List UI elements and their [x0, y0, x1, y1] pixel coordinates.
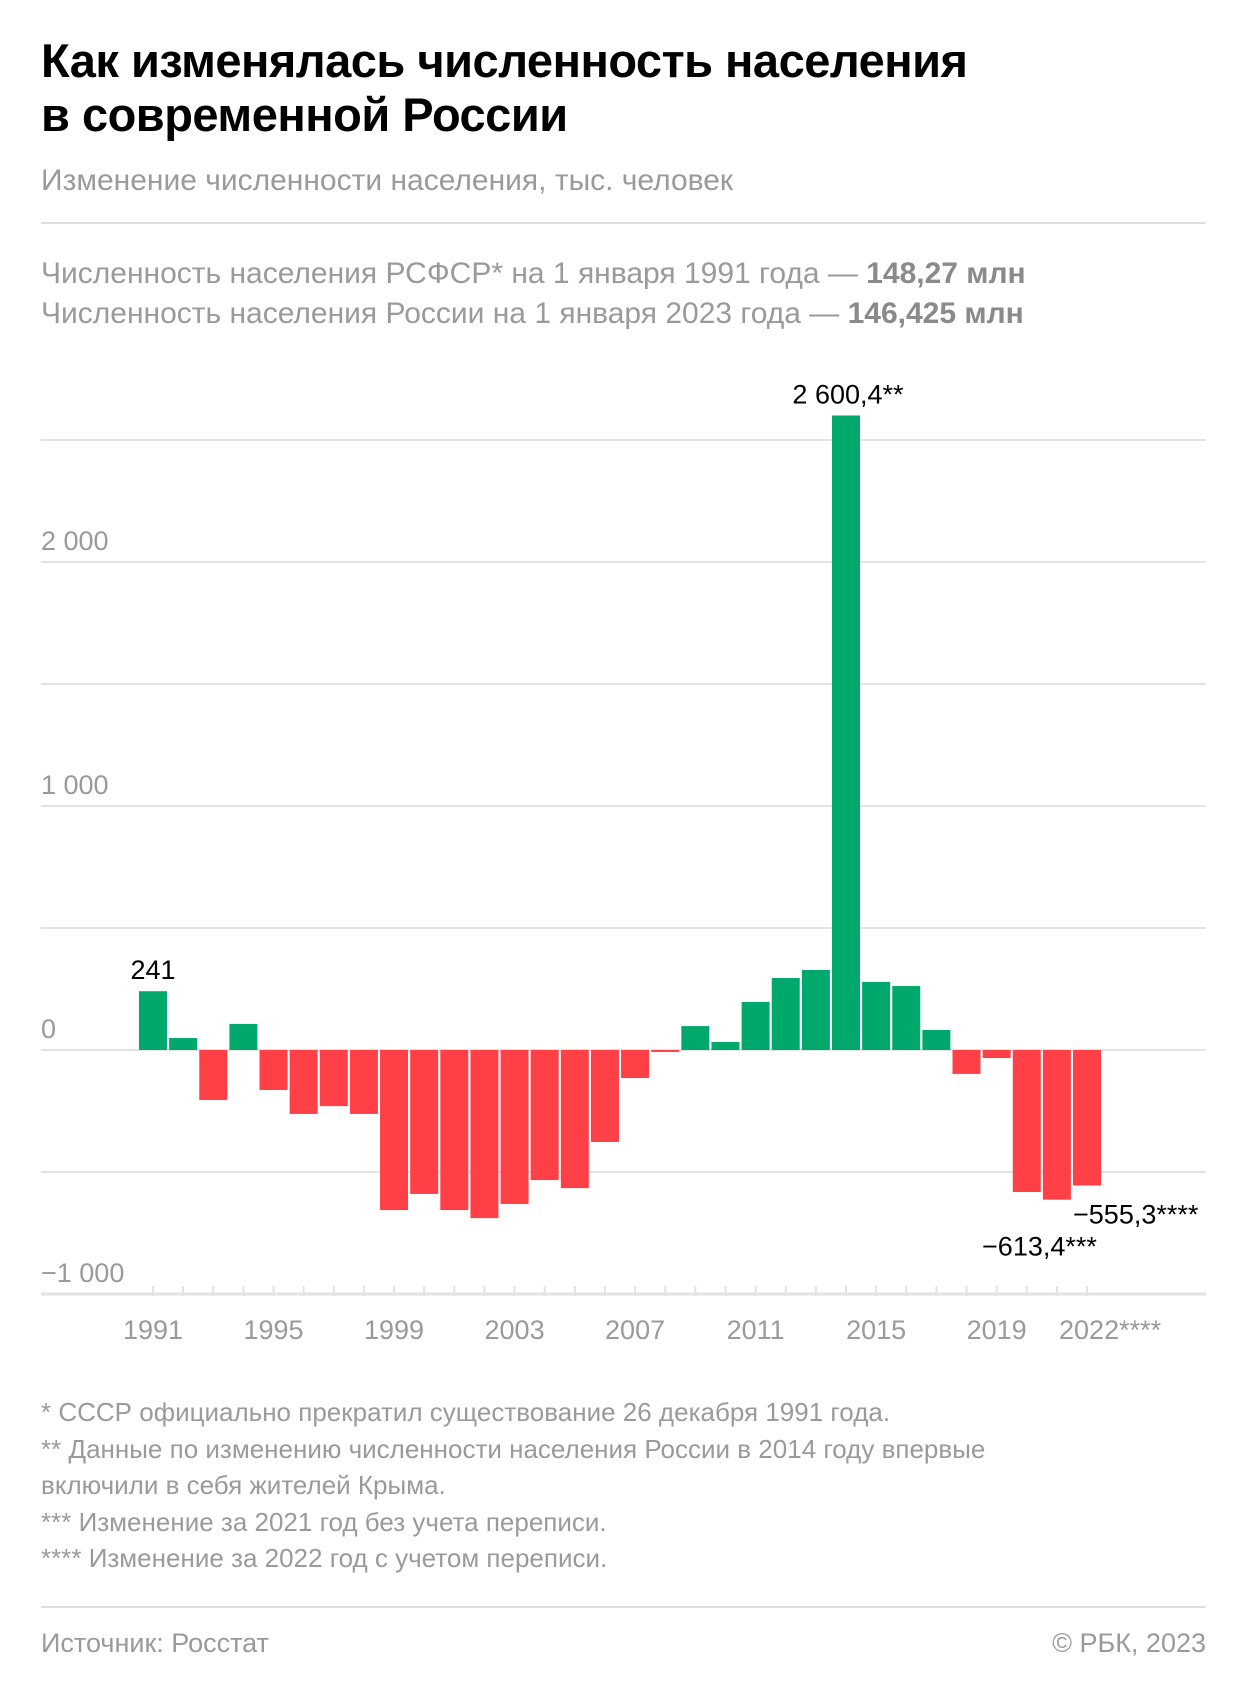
- bar-2017: [922, 1029, 951, 1050]
- bar-2010: [711, 1041, 740, 1050]
- data-label: 241: [130, 955, 175, 985]
- bar-1993: [199, 1050, 228, 1101]
- bar-2021: [1042, 1050, 1071, 1200]
- footnotes: * СССР официально прекратил существовани…: [41, 1394, 985, 1577]
- bar-2019: [982, 1050, 1011, 1059]
- bar-1995: [259, 1050, 288, 1091]
- y-tick-label: −1 000: [41, 1258, 124, 1288]
- bar-2011: [741, 1001, 770, 1050]
- bar-1999: [380, 1050, 409, 1211]
- divider: [41, 222, 1206, 224]
- bar-2000: [410, 1050, 439, 1194]
- population-info: Численность населения РСФСР* на 1 января…: [41, 254, 1026, 334]
- footnote: ** Данные по изменению численности насел…: [41, 1433, 986, 1464]
- bar-2016: [892, 986, 921, 1050]
- bar-2018: [952, 1050, 981, 1074]
- x-tick-label: 2022****: [1059, 1315, 1162, 1345]
- x-tick-label: 1999: [364, 1315, 424, 1345]
- info-text: Численность населения России на 1 января…: [41, 297, 848, 330]
- info-value: 146,425 млн: [847, 297, 1024, 330]
- info-text: Численность населения РСФСР* на 1 января…: [41, 257, 867, 290]
- bar-2003: [500, 1050, 529, 1204]
- title-line-2: в современной России: [41, 88, 568, 141]
- x-tick-label: 2007: [605, 1315, 665, 1345]
- footnote: **** Изменение за 2022 год с учетом пере…: [41, 1543, 608, 1573]
- bar-2002: [470, 1050, 499, 1219]
- bar-2001: [440, 1050, 469, 1211]
- x-tick-label: 2011: [727, 1315, 785, 1345]
- bar-2013: [801, 969, 830, 1050]
- divider: [41, 1606, 1206, 1608]
- footnote: *** Изменение за 2021 год без учета пере…: [41, 1506, 607, 1537]
- bar-2007: [621, 1050, 650, 1079]
- copyright: © РБК, 2023: [1052, 1628, 1206, 1658]
- bar-2022: [1073, 1050, 1102, 1186]
- footnote: * СССР официально прекратил существовани…: [41, 1397, 891, 1427]
- x-tick-label: 2003: [485, 1315, 545, 1345]
- info-line-1: Численность населения РСФСР* на 1 января…: [41, 254, 1026, 294]
- source: Источник: Росстат: [41, 1628, 269, 1658]
- footnote: включили в себя жителей Крыма.: [41, 1470, 446, 1500]
- x-tick-label: 2015: [846, 1315, 906, 1345]
- bar-2006: [590, 1050, 619, 1142]
- chart-subtitle: Изменение численности населения, тыс. че…: [41, 164, 734, 197]
- info-line-2: Численность населения России на 1 января…: [41, 294, 1026, 334]
- bar-2012: [771, 978, 800, 1050]
- bar-2008: [651, 1050, 680, 1052]
- bar-2020: [1012, 1050, 1041, 1193]
- bar-1998: [349, 1050, 378, 1114]
- data-label: −555,3****: [1073, 1199, 1199, 1229]
- bar-2014: [831, 415, 860, 1050]
- bar-1997: [319, 1050, 348, 1107]
- x-tick-label: 1995: [243, 1315, 303, 1345]
- info-value: 148,27 млн: [866, 257, 1026, 290]
- y-tick-label: 1 000: [41, 770, 109, 800]
- bar-1994: [229, 1023, 258, 1050]
- y-tick-label: 2 000: [41, 526, 109, 556]
- x-tick-label: 1991: [123, 1315, 183, 1345]
- y-tick-label: 0: [41, 1014, 56, 1044]
- bar-2004: [530, 1050, 559, 1181]
- bar-2015: [862, 981, 891, 1050]
- chart-title: Как изменялась численность населения в с…: [41, 34, 968, 142]
- title-line-1: Как изменялась численность населения: [41, 34, 968, 87]
- bar-1996: [289, 1050, 318, 1114]
- x-tick-label: 2019: [967, 1315, 1027, 1345]
- data-label: 2 600,4**: [792, 380, 904, 410]
- data-label: −613,4***: [982, 1232, 1097, 1262]
- bar-1991: [139, 991, 167, 1050]
- bar-2009: [681, 1026, 710, 1050]
- bar-1992: [169, 1038, 198, 1050]
- bar-2005: [560, 1050, 589, 1189]
